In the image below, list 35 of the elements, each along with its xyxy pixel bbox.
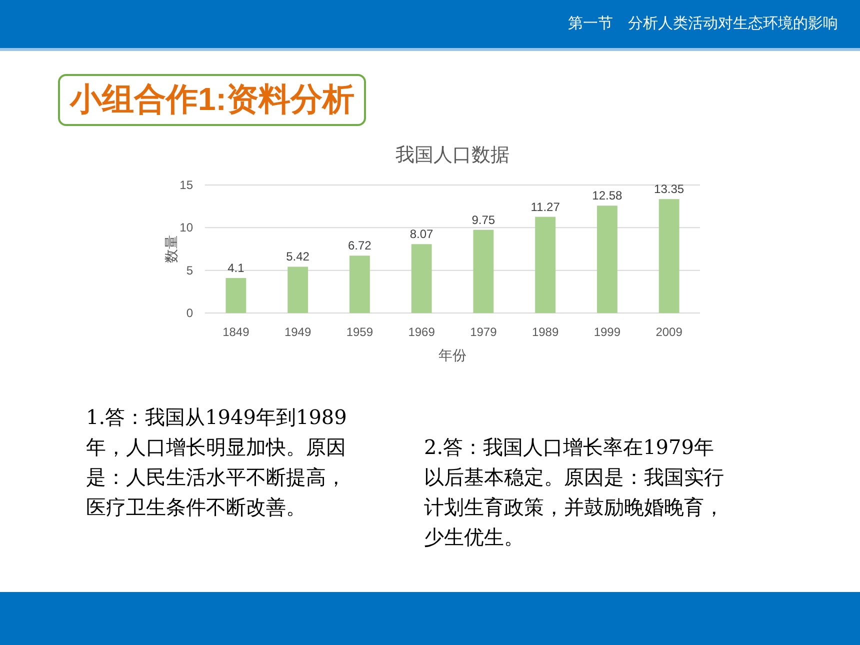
y-tick-label: 15 bbox=[180, 178, 194, 192]
data-label: 4.1 bbox=[228, 261, 245, 276]
data-label: 13.35 bbox=[654, 182, 684, 196]
x-tick-label: 1989 bbox=[532, 325, 559, 339]
y-tick-label: 0 bbox=[186, 306, 194, 320]
y-axis-title: 数量 bbox=[163, 235, 179, 263]
x-tick-label: 2009 bbox=[656, 325, 683, 339]
data-label: 12.58 bbox=[592, 188, 623, 203]
bar bbox=[349, 256, 370, 313]
bar bbox=[226, 278, 246, 313]
bar bbox=[596, 206, 618, 313]
text: 小组合作1:资料分析 bbox=[58, 74, 366, 126]
chart-title: 我国人口数据 bbox=[396, 145, 510, 166]
x-tick-label: 1949 bbox=[284, 325, 312, 339]
text: 第一节 分析人类活动对生态环境的影响 bbox=[568, 14, 838, 33]
bar bbox=[535, 216, 556, 313]
data-label: 9.75 bbox=[472, 212, 496, 227]
data-label: 5.42 bbox=[286, 250, 310, 264]
x-tick-label: 1969 bbox=[408, 325, 436, 339]
text: 1.答：我国从1949年到1989年，人口增长明显加快。原因是：人民生活水平不断提高，医疗卫生条件不断改善。 bbox=[86, 404, 348, 521]
x-tick-label: 1999 bbox=[594, 325, 621, 339]
data-label: 6.72 bbox=[348, 238, 372, 253]
data-label: 8.07 bbox=[410, 227, 434, 242]
text: 2.答：我国人口增长率在1979年以后基本稳定。原因是：我国实行计划生育政策，并鼓励晚婚晚育，少生优生。 bbox=[424, 434, 724, 551]
x-axis-title: 年份 bbox=[438, 347, 466, 363]
x-tick-label: 1979 bbox=[470, 325, 498, 339]
x-tick-label: 1849 bbox=[222, 325, 250, 339]
bar bbox=[411, 244, 432, 313]
data-label: 11.27 bbox=[530, 200, 560, 214]
x-tick-label: 1959 bbox=[346, 325, 374, 339]
y-tick-label: 10 bbox=[180, 220, 194, 235]
bar bbox=[658, 199, 680, 313]
bar bbox=[473, 230, 494, 313]
bar bbox=[288, 266, 308, 313]
y-tick-label: 5 bbox=[186, 263, 194, 278]
